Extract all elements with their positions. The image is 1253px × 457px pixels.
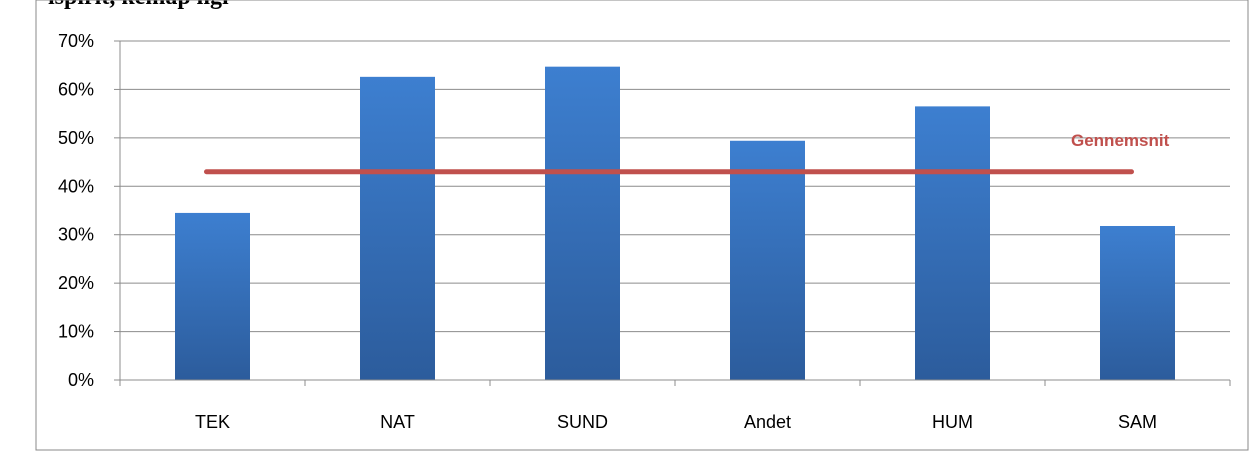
bar-nat <box>360 76 435 380</box>
x-category-label: TEK <box>195 412 230 432</box>
grid-lines <box>120 40 1230 333</box>
bars <box>175 66 1175 380</box>
y-tick-label: 0% <box>68 370 94 390</box>
y-tick-label: 20% <box>58 273 94 293</box>
y-tick-label: 50% <box>58 128 94 148</box>
x-category-label: Andet <box>744 412 791 432</box>
x-category-label: NAT <box>380 412 415 432</box>
x-category-label: SUND <box>557 412 608 432</box>
y-axis-ticks: 0% 10% 20% 30% 40% 50% 60% 70% <box>58 31 120 390</box>
chart-title-fragment: ispirit, kemap ligi <box>48 0 229 11</box>
y-tick-label: 30% <box>58 225 94 245</box>
bar-sam <box>1100 225 1175 380</box>
y-tick-label: 10% <box>58 322 94 342</box>
x-category-label: HUM <box>932 412 973 432</box>
y-tick-label: 40% <box>58 176 94 196</box>
bar-tek <box>175 212 250 380</box>
x-axis-categories: TEK NAT SUND Andet HUM SAM <box>195 412 1157 432</box>
average-label: Gennemsnit <box>1071 131 1170 150</box>
y-tick-label: 70% <box>58 31 94 51</box>
bar-andet <box>730 140 805 380</box>
chart-border <box>35 0 1249 451</box>
x-axis <box>119 41 1231 386</box>
bar-sund <box>545 66 620 380</box>
average-line-group: Gennemsnit <box>204 131 1170 175</box>
bar-hum <box>915 106 990 380</box>
y-tick-label: 60% <box>58 79 94 99</box>
x-category-label: SAM <box>1118 412 1157 432</box>
